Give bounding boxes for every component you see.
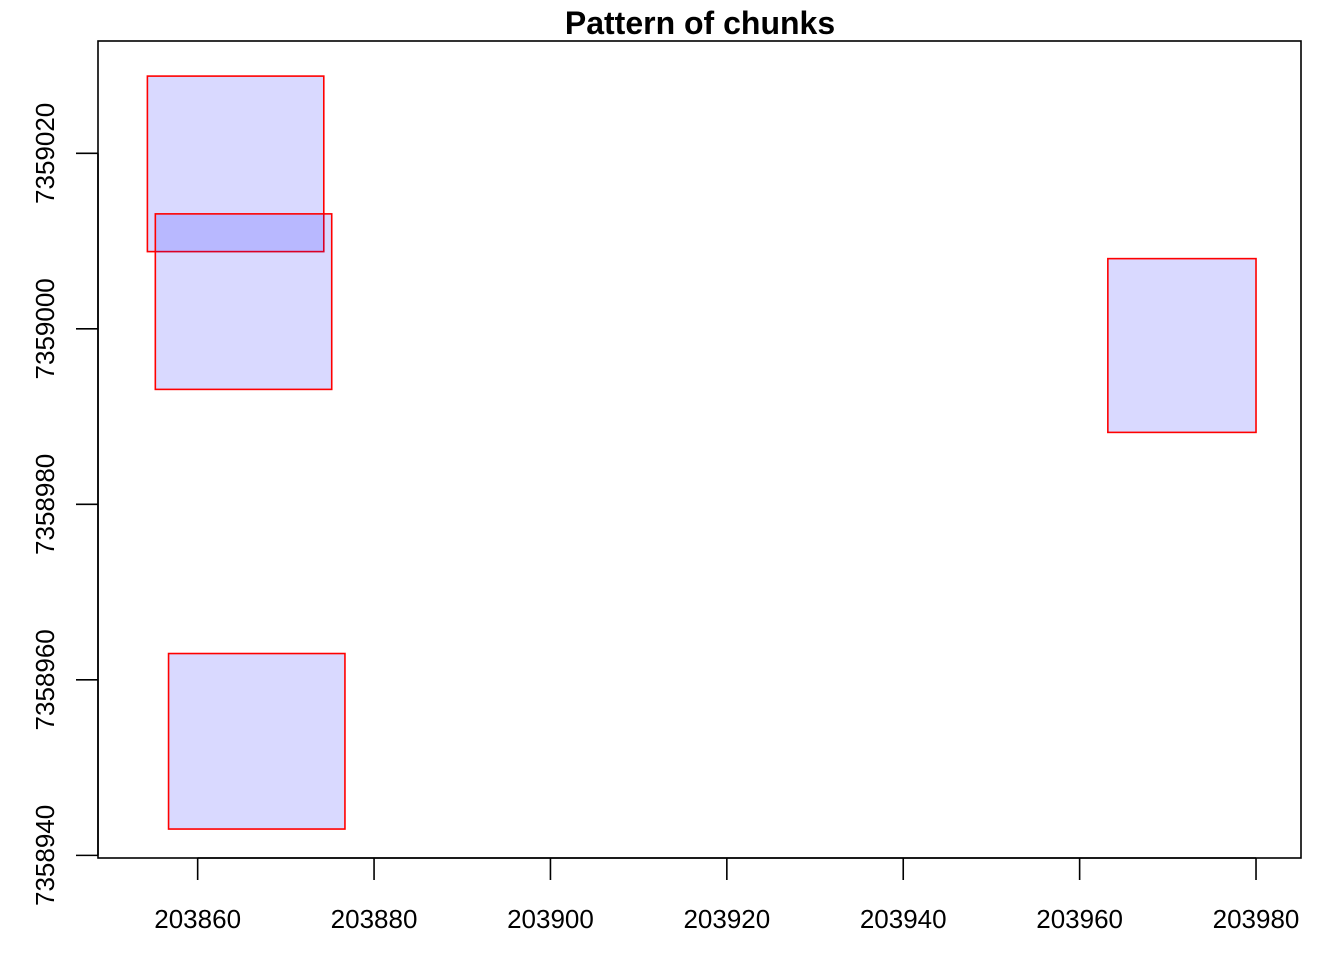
x-tick-label: 203940: [860, 904, 947, 934]
chunks-layer: [147, 76, 1256, 829]
y-tick-label: 7358960: [30, 629, 60, 730]
chunk-4: [1108, 259, 1256, 433]
x-tick-label: 203980: [1213, 904, 1300, 934]
chart-title: Pattern of chunks: [565, 5, 835, 41]
x-tick-label: 203860: [154, 904, 241, 934]
x-axis: 203860 203880 203900 203920 203940 203960 2039…: [154, 858, 1299, 934]
x-tick-label: 203960: [1036, 904, 1123, 934]
y-tick-label: 7359020: [30, 103, 60, 204]
chunk-3: [169, 654, 345, 830]
y-axis: 7358940 7358960 7358980 7359000 7359020: [30, 103, 98, 906]
chunk-2: [155, 214, 331, 390]
y-tick-label: 7358980: [30, 454, 60, 555]
y-tick-label: 7359000: [30, 278, 60, 379]
x-tick-label: 203900: [507, 904, 594, 934]
x-tick-label: 203880: [331, 904, 418, 934]
y-tick-label: 7358940: [30, 805, 60, 906]
x-tick-label: 203920: [683, 904, 770, 934]
